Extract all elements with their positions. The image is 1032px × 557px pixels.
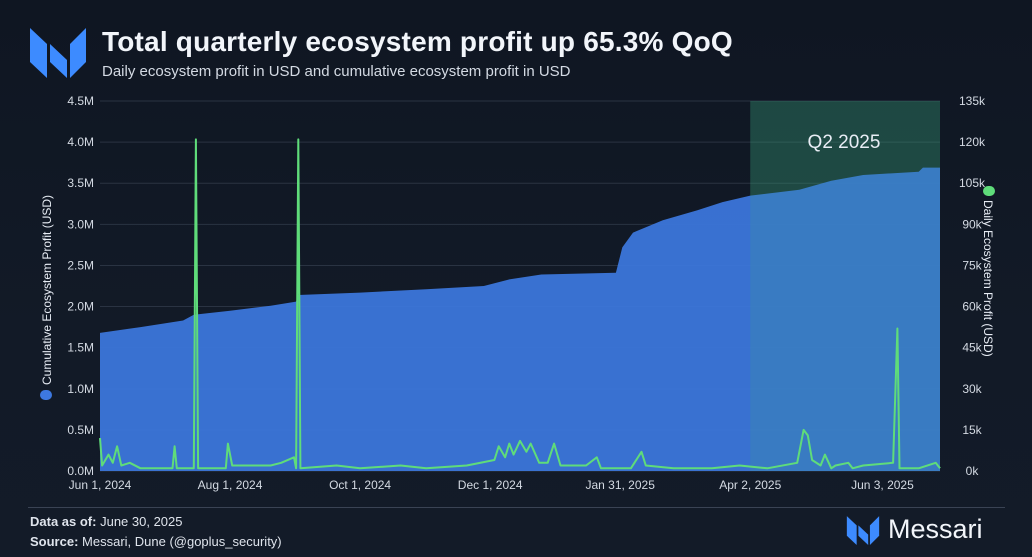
data-as-of: Data as of: June 30, 2025: [30, 514, 183, 529]
y-right-tick-label: 75k: [962, 258, 982, 272]
q2-highlight-overlay: [750, 101, 940, 471]
y-left-tick-label: 1.0M: [67, 382, 94, 396]
y-left-tick-label: 2.0M: [67, 300, 94, 314]
messari-brand-icon: [846, 515, 880, 545]
chart-title: Total quarterly ecosystem profit up 65.3…: [102, 26, 733, 57]
y-right-tick-label: 135k: [959, 94, 986, 108]
x-tick-label: Apr 2, 2025: [719, 478, 781, 492]
y-right-tick-label: 120k: [959, 135, 986, 149]
y-left-tick-label: 4.5M: [67, 94, 94, 108]
x-tick-label: Jun 3, 2025: [851, 478, 914, 492]
y-left-tick-label: 0.0M: [67, 464, 94, 478]
y-right-tick-label: 30k: [962, 382, 982, 396]
y-right-tick-label: 60k: [962, 300, 982, 314]
y-right-tick-label: 45k: [962, 341, 982, 355]
source-value: Messari, Dune (@goplus_security): [82, 534, 282, 549]
x-tick-label: Oct 1, 2024: [329, 478, 391, 492]
legend-marker-cumulative: [40, 390, 52, 400]
y-left-axis-label-group: Cumulative Ecosystem Profit (USD): [40, 195, 54, 400]
y-right-axis-label: Daily Ecosystem Profit (USD): [981, 200, 995, 357]
y-left-tick-label: 0.5M: [67, 423, 94, 437]
y-right-tick-label: 90k: [962, 217, 982, 231]
y-left-tick-label: 4.0M: [67, 135, 94, 149]
y-right-tick-label: 0k: [966, 464, 980, 478]
data-as-of-value: June 30, 2025: [100, 514, 183, 529]
y-right-tick-label: 105k: [959, 176, 986, 190]
y-left-axis-label: Cumulative Ecosystem Profit (USD): [40, 195, 54, 385]
source-line: Source: Messari, Dune (@goplus_security): [30, 534, 282, 549]
q2-annotation: Q2 2025: [808, 132, 881, 153]
brand-name: Messari: [888, 514, 983, 544]
chart-subtitle: Daily ecosystem profit in USD and cumula…: [102, 63, 571, 80]
x-tick-label: Jun 1, 2024: [69, 478, 132, 492]
y-left-tick-label: 3.0M: [67, 217, 94, 231]
footer-divider: [28, 507, 1005, 508]
source-label: Source:: [30, 534, 79, 549]
data-as-of-label: Data as of:: [30, 514, 97, 529]
y-right-axis-label-group: Daily Ecosystem Profit (USD): [981, 186, 995, 357]
x-tick-label: Dec 1, 2024: [458, 478, 523, 492]
legend-marker-daily: [983, 186, 995, 196]
brand: Messari: [846, 514, 983, 545]
x-tick-label: Aug 1, 2024: [198, 478, 263, 492]
daily-profit-line: [99, 138, 941, 470]
y-left-tick-label: 2.5M: [67, 258, 94, 272]
y-left-tick-label: 3.5M: [67, 176, 94, 190]
messari-logo-icon: [30, 28, 86, 78]
chart-canvas: 0.0M 0.5M 1.0M 1.5M 2.0M 2.5M 3.0M 3.5M 4.0M 4.5M…: [40, 94, 995, 492]
cumulative-area: [100, 167, 940, 471]
x-tick-label: Jan 31, 2025: [585, 478, 655, 492]
y-right-tick-label: 15k: [962, 423, 982, 437]
y-left-tick-label: 1.5M: [67, 341, 94, 355]
